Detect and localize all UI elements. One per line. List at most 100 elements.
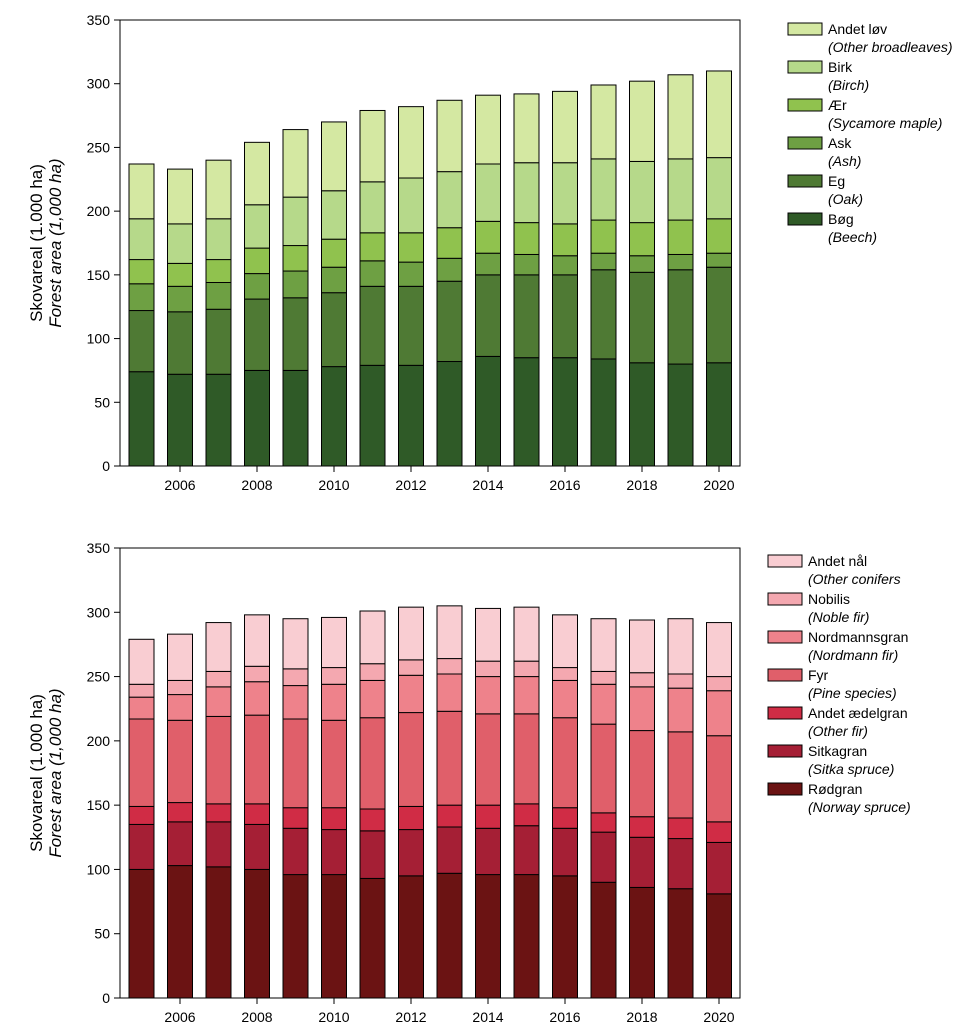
legend-label-italic: (Birch) <box>828 77 869 93</box>
bar-segment <box>359 260 386 287</box>
x-tick-label: 2012 <box>395 477 426 493</box>
bar-segment <box>244 247 270 275</box>
legend-swatch <box>767 782 803 796</box>
bar-segment <box>629 619 655 674</box>
bar-segment <box>590 812 617 833</box>
x-tick-label: 2016 <box>549 1009 580 1024</box>
legend-label-italic: (Ash) <box>828 153 861 169</box>
bar-segment <box>205 259 232 284</box>
y-tick-label: 300 <box>87 604 111 620</box>
bar-segment <box>629 886 655 999</box>
bar-segment <box>321 238 347 268</box>
bar-segment <box>706 252 732 268</box>
y-axis-label-italic: Forest area (1,000 ha) <box>46 158 65 327</box>
bar-segment <box>667 687 694 733</box>
bar-segment <box>436 280 463 363</box>
legend-swatch <box>787 212 823 226</box>
bar-segment <box>359 830 386 879</box>
y-tick-label: 150 <box>87 797 111 813</box>
legend-swatch <box>787 22 823 36</box>
legend-label-italic: (Beech) <box>828 229 877 245</box>
bar-segment <box>552 667 578 681</box>
conifer-chart: 0 50 100 150 200 250 300 350 2006 2008 2010 2012 201… <box>27 540 911 1024</box>
bar-segment <box>706 841 732 895</box>
bar-segment <box>321 292 347 368</box>
legend-label: Ask <box>828 135 852 151</box>
bar-segment <box>282 196 309 247</box>
bar-segment <box>706 70 732 159</box>
bar-segment <box>629 255 655 273</box>
bar-segment <box>128 638 155 685</box>
bar-segment <box>590 618 617 672</box>
bar-segment <box>436 171 463 229</box>
x-tick-label: 2008 <box>241 1009 272 1024</box>
bar-segment <box>552 255 578 276</box>
bar-segment <box>244 369 270 467</box>
legend-swatch <box>767 554 803 568</box>
bar-segment <box>667 888 694 999</box>
bar-segment <box>398 712 424 807</box>
bar-segment <box>436 257 463 282</box>
bar-segment <box>513 274 540 359</box>
bar-segment <box>205 715 232 805</box>
bar-segment <box>167 679 193 696</box>
bar-segment <box>167 373 193 467</box>
bar-segment <box>205 622 232 672</box>
bar-segment <box>629 80 655 162</box>
x-tick-label: 2008 <box>241 477 272 493</box>
bar-segment <box>167 285 193 313</box>
bar-segment <box>513 253 540 276</box>
y-tick-label: 50 <box>94 394 110 410</box>
x-tick-label: 2012 <box>395 1009 426 1024</box>
bar-segment <box>513 825 540 876</box>
legend-swatch <box>787 136 823 150</box>
bar-segment <box>205 803 232 823</box>
bar-segment <box>475 355 501 467</box>
bar-segment <box>475 252 501 276</box>
legend-label-italic: (Sitka spruce) <box>808 761 894 777</box>
bar-segment <box>244 204 270 249</box>
bar-segment <box>282 874 309 999</box>
bar-segment <box>667 618 694 675</box>
legend-label-italic: (Nordmann fir) <box>808 647 898 663</box>
bar-segment <box>167 168 193 225</box>
bar-segment <box>321 266 347 294</box>
y-tick-label: 200 <box>87 203 111 219</box>
legend-swatch <box>767 592 803 606</box>
bar-segment <box>667 363 694 467</box>
bar-segment <box>167 865 193 999</box>
bar-segment <box>205 308 232 375</box>
bar-segment <box>590 881 617 999</box>
bar-segment <box>167 694 193 721</box>
bar-segment <box>706 157 732 220</box>
bar-segment <box>706 266 732 364</box>
bar-segment <box>475 874 501 999</box>
bar-segment <box>552 717 578 809</box>
bar-segment <box>321 683 347 721</box>
legend: Andet nål (Other conifers Nobilis (Noble fi… <box>767 553 911 815</box>
bar-segment <box>667 74 694 160</box>
legend-swatch <box>767 630 803 644</box>
legend-swatch <box>787 174 823 188</box>
bar-segment <box>629 271 655 364</box>
legend-label: Sitkagran <box>808 743 867 759</box>
bar-segment <box>398 829 424 877</box>
bar-segment <box>359 877 386 999</box>
legend-label-italic: (Other conifers <box>808 571 901 587</box>
bar-segment <box>205 686 232 717</box>
bar-segment <box>513 660 540 678</box>
x-tick-label: 2018 <box>626 477 657 493</box>
bar-segment <box>359 808 386 832</box>
bar-segment <box>552 827 578 877</box>
bar-segment <box>552 357 578 467</box>
bar-segment <box>282 618 309 670</box>
x-tick-label: 2010 <box>318 477 349 493</box>
bar-segment <box>590 269 617 360</box>
bar-segment <box>128 696 155 720</box>
bar-segment <box>590 84 617 160</box>
bar-segment <box>513 713 540 805</box>
y-tick-label: 250 <box>87 669 111 685</box>
bar-segment <box>398 177 424 234</box>
bar-segment <box>552 223 578 257</box>
bar-segment <box>590 723 617 814</box>
